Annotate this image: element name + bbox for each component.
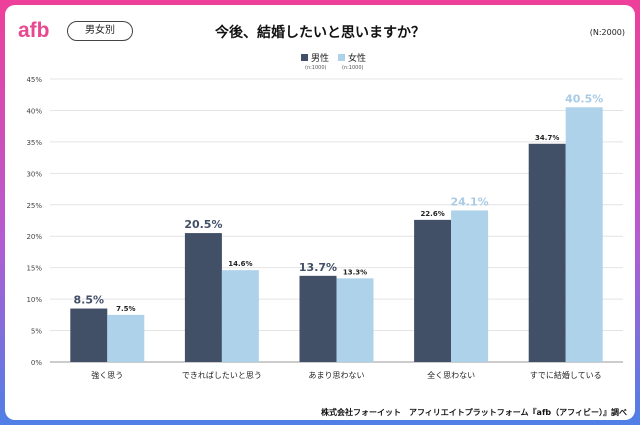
y-tick-label: 10% [26, 296, 42, 304]
y-tick-label: 5% [31, 328, 42, 336]
legend-swatch-female [338, 54, 345, 61]
y-tick-label: 35% [26, 139, 42, 147]
legend-item-male: 男性 (n:1000) [301, 51, 361, 71]
bar-female [336, 278, 374, 362]
bar-male [414, 219, 452, 362]
source-note: 株式会社フォーイット アフィリエイトプラットフォーム『afb（アフィビー）』調べ [320, 408, 627, 417]
data-label-male: 20.5% [184, 218, 222, 231]
y-tick-label: 20% [26, 233, 42, 241]
data-label-male: 13.7% [299, 261, 337, 274]
bar-male [184, 233, 222, 362]
bar-female [107, 314, 145, 362]
bar-female [565, 107, 603, 362]
bar-male [299, 275, 337, 362]
data-label-male: 22.6% [420, 210, 444, 218]
sample-size: (N:2000) [589, 28, 625, 37]
y-tick-label: 45% [26, 76, 42, 84]
x-tick-label: あまり思わない [309, 371, 365, 380]
x-tick-label: すでに結婚している [530, 370, 602, 380]
x-tick-label: できればしたいと思う [182, 371, 262, 380]
data-label-female: 7.5% [116, 305, 135, 313]
bar-male [528, 143, 566, 362]
y-tick-label: 15% [26, 265, 42, 273]
chart-card: afb 男女別 今後、結婚したいと思いますか？ (N:2000) 男性 (n:1… [5, 5, 635, 420]
legend-label-male: 男性 [311, 54, 330, 64]
y-tick-label: 25% [26, 202, 42, 210]
y-tick-label: 0% [31, 359, 42, 367]
bar-male [70, 308, 108, 362]
data-label-female: 40.5% [565, 92, 603, 105]
segment-badge: 男女別 [67, 21, 133, 41]
afb-logo: afb [18, 19, 50, 42]
bar-female [221, 270, 259, 362]
y-tick-label: 40% [26, 107, 42, 115]
data-label-female: 14.6% [228, 260, 252, 268]
legend-swatch-male [301, 54, 308, 61]
afb-logo-text: afb [18, 19, 50, 42]
bar-chart: 0% 5% 10% 15% 20% 25% 30% 35% 40% 45% 強く思う 8.5% 7.5%… [26, 76, 623, 380]
data-label-female: 24.1% [451, 195, 489, 208]
y-tick-label: 30% [26, 170, 42, 178]
legend-n-female: (n:1000) [342, 65, 364, 71]
x-tick-label: 強く思う [91, 370, 123, 380]
data-label-male: 8.5% [74, 294, 105, 307]
x-tick-label: 全く思わない [427, 370, 475, 380]
legend-item-female: 女性 (n:1000) [338, 51, 398, 71]
chart-title: 今後、結婚したいと思いますか？ [215, 25, 425, 41]
data-label-male: 34.7% [535, 134, 559, 142]
data-label-female: 13.3% [343, 268, 367, 276]
legend-label-female: 女性 [348, 54, 367, 64]
bar-female [451, 210, 489, 362]
legend-n-male: (n:1000) [305, 65, 327, 71]
